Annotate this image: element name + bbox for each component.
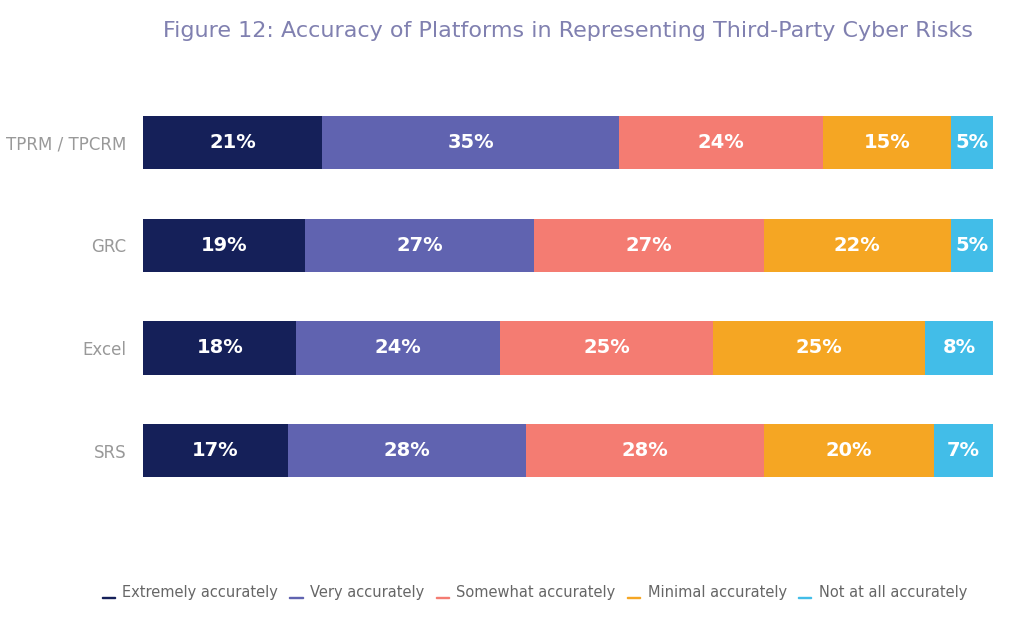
Text: 25%: 25% [796,338,843,357]
Bar [288,424,526,478]
Bar [143,218,305,272]
Text: 28%: 28% [383,441,430,460]
Text: 20%: 20% [825,441,872,460]
Bar [322,115,620,169]
Bar [143,424,288,478]
Bar [950,115,993,169]
Text: 5%: 5% [955,133,988,152]
Text: 24%: 24% [698,133,744,152]
Text: 17%: 17% [193,441,239,460]
Text: 28%: 28% [622,441,669,460]
Text: 8%: 8% [943,338,976,357]
Bar [526,424,764,478]
Bar [764,424,934,478]
Text: 21%: 21% [209,133,256,152]
Text: 15%: 15% [863,133,910,152]
Bar [926,321,993,375]
Text: 22%: 22% [834,236,881,255]
Bar [305,218,535,272]
Bar [143,321,296,375]
Bar [713,321,926,375]
Bar [620,115,823,169]
Text: 19%: 19% [201,236,248,255]
Text: 24%: 24% [375,338,422,357]
Bar [501,321,713,375]
Text: 27%: 27% [396,236,443,255]
Legend: Extremely accurately, Very accurately, Somewhat accurately, Minimal accurately, : Extremely accurately, Very accurately, S… [94,578,975,607]
Bar [296,321,501,375]
Text: 25%: 25% [584,338,630,357]
Bar [535,218,764,272]
Title: Figure 12: Accuracy of Platforms in Representing Third-Party Cyber Risks: Figure 12: Accuracy of Platforms in Repr… [163,21,974,41]
Text: 7%: 7% [947,441,980,460]
Bar [950,218,993,272]
Bar [143,115,322,169]
Text: 35%: 35% [447,133,494,152]
Text: 5%: 5% [955,236,988,255]
Text: 27%: 27% [626,236,673,255]
Bar [934,424,993,478]
Bar [764,218,950,272]
Bar [823,115,951,169]
Text: 18%: 18% [197,338,244,357]
